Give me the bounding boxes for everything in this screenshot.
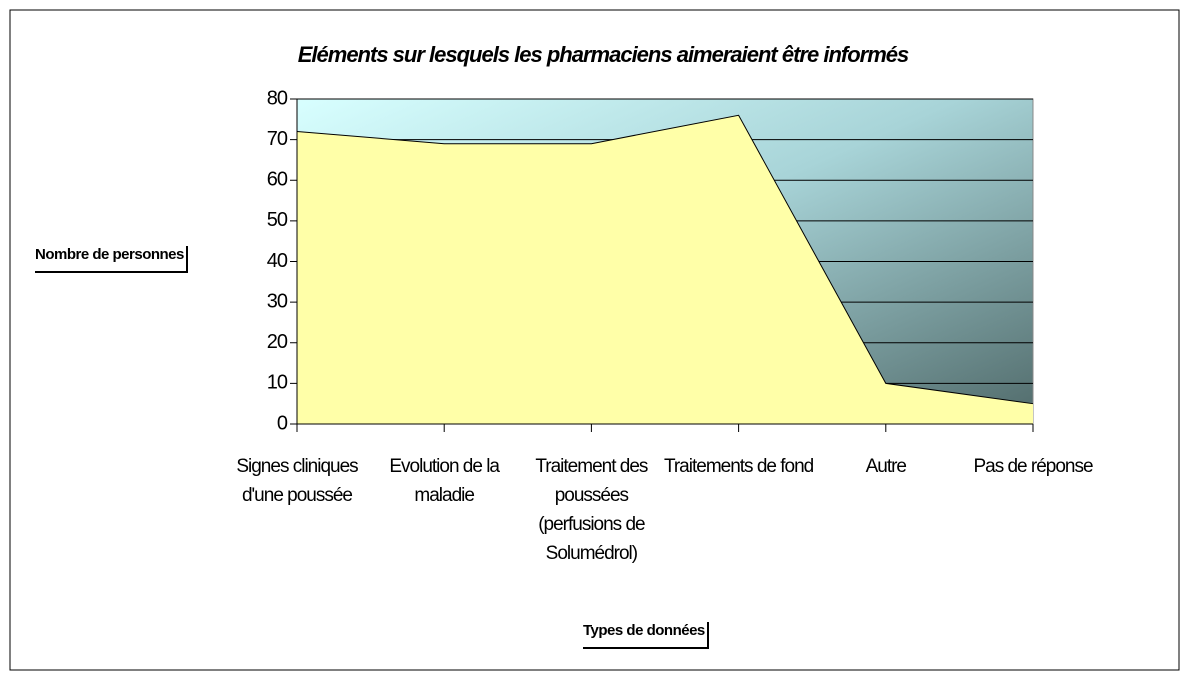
y-tick-label: 10 bbox=[267, 372, 288, 394]
y-tick-label: 20 bbox=[267, 331, 288, 353]
y-tick-label: 30 bbox=[267, 290, 288, 312]
x-tick-label: Traitement des poussées (perfusions de S… bbox=[535, 456, 648, 564]
y-axis-title: Nombre de personnes bbox=[35, 246, 188, 273]
y-tick-label: 80 bbox=[267, 87, 288, 109]
chart-title: Eléments sur lesquels les pharmaciens ai… bbox=[298, 42, 909, 67]
x-axis-title: Types de données bbox=[583, 622, 709, 649]
x-tick-label: Evolution de la maladie bbox=[389, 456, 500, 506]
x-tick-label: Pas de réponse bbox=[973, 456, 1093, 477]
y-tick-label: 70 bbox=[267, 128, 288, 150]
frame bbox=[9, 9, 1180, 671]
y-tick-label: 0 bbox=[277, 412, 288, 434]
area bbox=[297, 115, 1033, 424]
area-outline bbox=[296, 114, 1034, 405]
x-tick-label: Traitements de fond bbox=[663, 456, 814, 477]
y-tick-label: 60 bbox=[267, 169, 288, 191]
x-tick-label: Autre bbox=[865, 456, 907, 477]
x-tick-label: Signes cliniques d'une poussée bbox=[236, 456, 358, 506]
y-tick-label: 40 bbox=[267, 250, 288, 272]
y-tick-label: 50 bbox=[267, 209, 288, 231]
